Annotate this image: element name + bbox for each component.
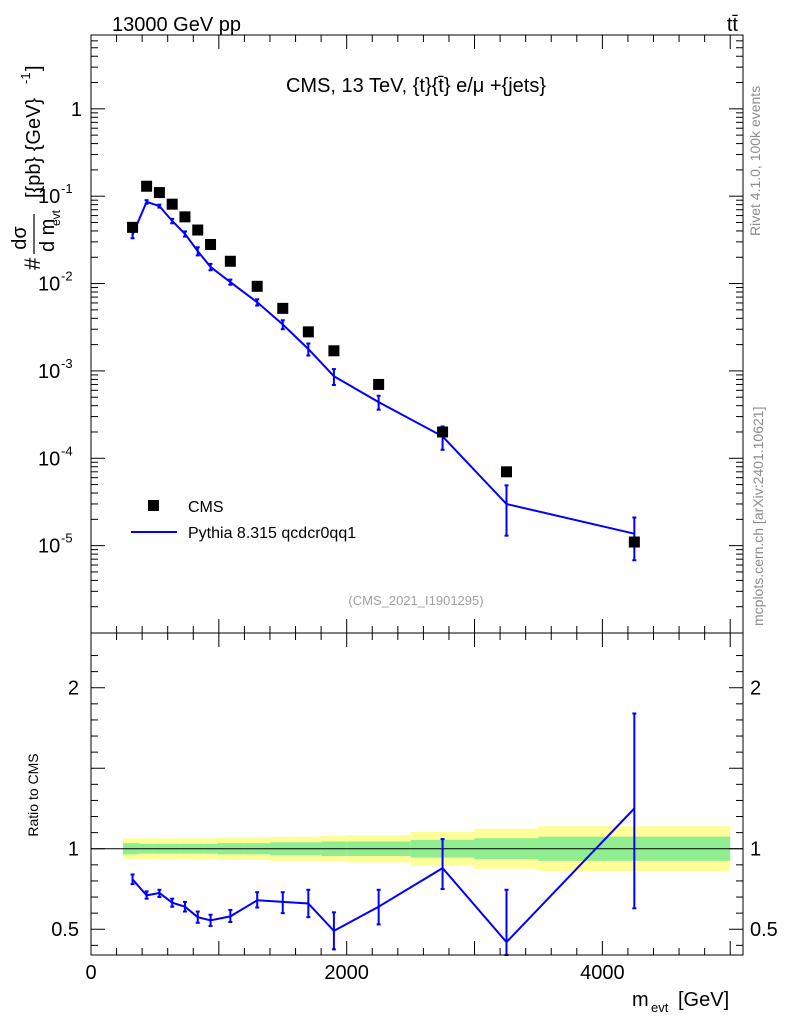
ratio-line xyxy=(131,807,636,944)
ratio-series-layer xyxy=(130,712,637,956)
main-y-tick-label: 10 xyxy=(38,536,60,558)
legend-cms-marker xyxy=(148,500,159,511)
cms-data-point xyxy=(153,187,165,199)
main-y-tick-label: 10 xyxy=(38,274,60,296)
x-label-unit: [GeV] xyxy=(678,989,729,1011)
y-label-unit: [{pb} {GeV} xyxy=(23,98,45,198)
main-panel: 110-110-210-310-410-5 CMS, 13 TeV, {t}{t… xyxy=(9,34,744,634)
ratio-axis-ticks xyxy=(90,633,743,955)
ratio-panel: 0.5 0.5 1 1 2 2 0 2000 4000 Ratio to CMS m evt [… xyxy=(25,632,778,1015)
ratio-frame xyxy=(90,632,744,956)
x-tick-label: 4000 xyxy=(580,962,625,984)
mcplots-url-label: mcplots.cern.ch [arXiv:2401.10621] xyxy=(750,407,766,626)
x-tick-label: 2000 xyxy=(324,962,369,984)
main-y-tick-label-exponent: -3 xyxy=(61,356,73,371)
cms-data-point xyxy=(500,466,512,478)
ratio-y-tick-label: 1 xyxy=(68,839,79,861)
main-frame xyxy=(90,34,744,634)
cms-data-point xyxy=(437,426,449,438)
plot-title: CMS, 13 TeV, {t}{t̄} e/μ +{jets} xyxy=(286,75,546,97)
y-label-denominator-sub: evt xyxy=(49,209,63,226)
rivet-info-label: Rivet 4.1.0, 100k events xyxy=(747,86,763,236)
main-y-tick-label: 10 xyxy=(38,186,60,208)
cms-data-point xyxy=(277,302,289,314)
legend: CMS Pythia 8.315 qcdcr0qq1 xyxy=(131,499,356,542)
legend-pythia-label: Pythia 8.315 qcdcr0qq1 xyxy=(188,525,356,542)
main-series-layer xyxy=(127,180,640,562)
cms-data-point xyxy=(373,378,385,390)
cms-data-point xyxy=(205,238,217,250)
cms-data-point xyxy=(141,180,153,192)
ratio-y-axis-label: Ratio to CMS xyxy=(25,753,41,836)
main-y-tick-labels: 110-110-210-310-410-5 xyxy=(38,99,82,558)
cms-data-point xyxy=(628,536,640,548)
main-y-tick-label: 1 xyxy=(71,99,82,121)
main-y-tick-label-exponent: -5 xyxy=(61,531,73,546)
cms-data-point xyxy=(166,198,178,210)
beam-label: 13000 GeV pp xyxy=(112,14,241,36)
main-y-tick-label-exponent: -4 xyxy=(61,443,73,458)
analysis-id-label: (CMS_2021_I1901295) xyxy=(348,593,483,608)
cms-data-point xyxy=(179,211,191,223)
cms-data-point xyxy=(192,224,204,236)
y-label-numerator: dσ xyxy=(9,226,31,250)
y-label-unit-close: ] xyxy=(23,65,45,71)
x-axis-label: m evt [GeV] xyxy=(632,989,729,1015)
ratio-y-tick-label-right: 1 xyxy=(750,839,761,861)
main-axis-ticks xyxy=(90,34,743,634)
ratio-y-tick-label-right: 2 xyxy=(750,678,761,700)
ratio-y-tick-label: 0.5 xyxy=(51,919,79,941)
cms-data-point xyxy=(127,221,139,233)
cms-data-point xyxy=(328,345,340,357)
x-label-sub: evt xyxy=(651,1000,669,1015)
main-y-tick-label: 10 xyxy=(38,361,60,383)
ratio-y-tick-label-right: 0.5 xyxy=(750,919,778,941)
cms-data-point xyxy=(302,326,314,338)
process-label: tt̄ xyxy=(727,14,739,36)
cms-data-point xyxy=(251,280,263,292)
y-label-denominator: d m xyxy=(37,219,59,252)
ratio-y-tick-label: 2 xyxy=(68,678,79,700)
pythia-line xyxy=(131,200,635,535)
main-y-tick-label-exponent: -1 xyxy=(61,181,73,196)
main-y-tick-label-exponent: -2 xyxy=(61,269,73,284)
x-label-main: m xyxy=(632,989,649,1011)
cms-data-point xyxy=(224,255,236,267)
legend-cms-label: CMS xyxy=(188,499,224,516)
ratio-tick-labels: 0.5 0.5 1 1 2 2 0 2000 4000 xyxy=(51,678,778,984)
y-label-prefix: # xyxy=(20,257,45,270)
y-label-unit-exponent: -1 xyxy=(18,72,33,84)
main-y-axis-label: # dσ d m evt [{pb} {GeV} -1 ] xyxy=(9,65,63,270)
x-tick-label: 0 xyxy=(85,962,96,984)
main-y-tick-label: 10 xyxy=(38,448,60,470)
